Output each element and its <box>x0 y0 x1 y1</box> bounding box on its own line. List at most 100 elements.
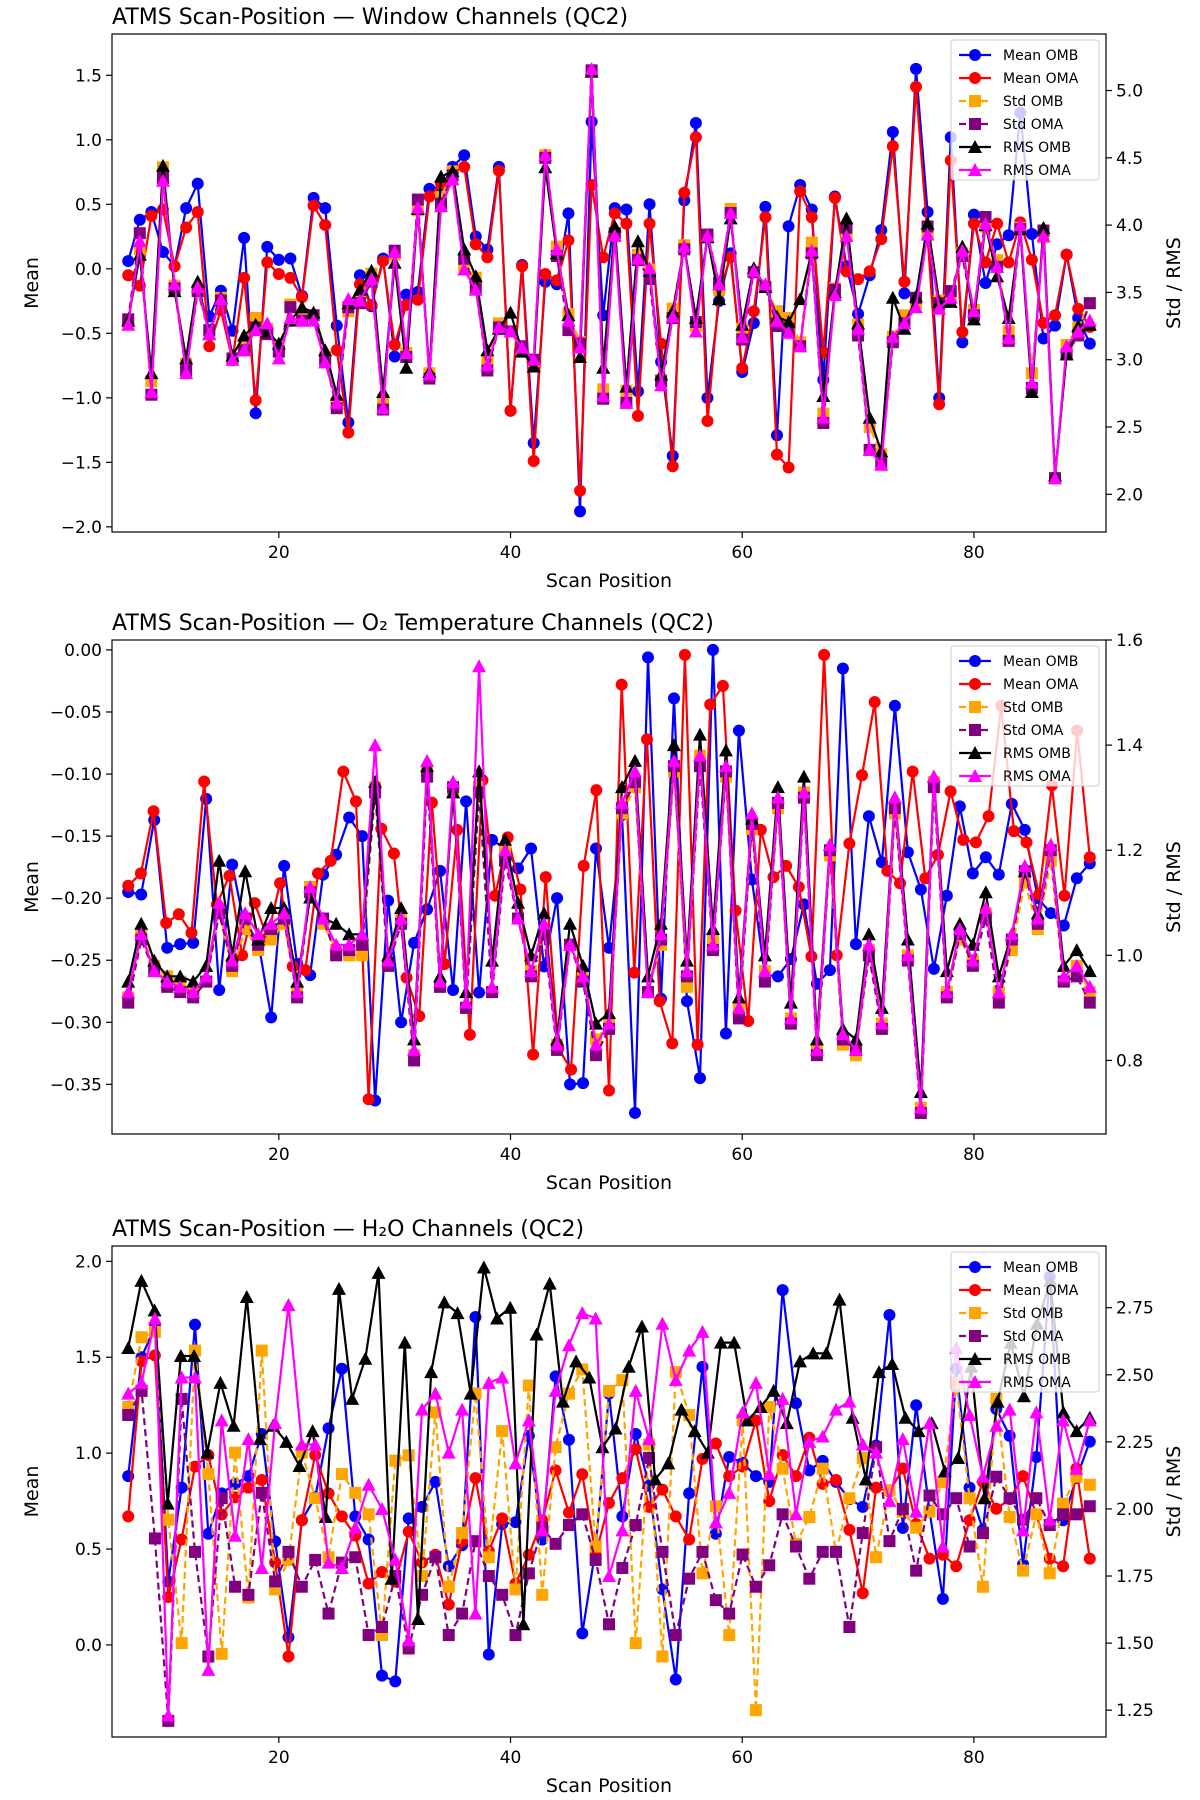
data-point <box>975 1469 990 1483</box>
data-point <box>469 1472 482 1485</box>
data-point <box>356 949 369 962</box>
y-tick-label: 0.5 <box>75 1540 102 1560</box>
y-tick-label: −0.25 <box>50 951 102 971</box>
data-point <box>630 251 645 265</box>
data-point <box>843 837 856 850</box>
data-point <box>509 1629 522 1642</box>
y2-tick-label: 1.75 <box>1116 1567 1154 1587</box>
legend-label: Mean OMB <box>1003 1260 1078 1276</box>
y-tick-label: −0.30 <box>50 1013 102 1033</box>
data-point <box>802 1434 817 1448</box>
data-point <box>1069 943 1084 957</box>
data-point <box>614 780 629 794</box>
data-point <box>885 329 900 343</box>
data-point <box>910 1564 923 1577</box>
data-point <box>330 344 343 357</box>
data-point <box>740 1413 755 1427</box>
data-point <box>796 785 811 799</box>
data-point <box>269 1556 282 1569</box>
data-point <box>375 1669 388 1682</box>
data-point <box>771 970 784 983</box>
data-point <box>248 323 263 337</box>
data-point <box>631 409 644 422</box>
data-point <box>680 980 693 993</box>
data-point <box>678 186 691 199</box>
data-point <box>437 1295 452 1309</box>
data-point <box>668 1373 683 1387</box>
data-point <box>940 889 953 902</box>
data-point <box>341 292 356 306</box>
data-point <box>976 1580 989 1593</box>
data-point <box>318 355 333 369</box>
data-point <box>265 1011 278 1024</box>
data-point <box>147 1311 162 1325</box>
data-point <box>503 324 518 338</box>
data-point <box>782 461 795 474</box>
data-point <box>640 985 655 999</box>
data-point <box>874 1016 889 1030</box>
data-point <box>460 795 473 808</box>
data-point <box>434 199 449 213</box>
data-point <box>525 842 538 855</box>
data-point <box>147 1303 162 1317</box>
data-point <box>399 345 414 359</box>
data-point <box>843 1523 856 1536</box>
data-point <box>803 1572 816 1585</box>
data-point <box>1083 1478 1096 1491</box>
data-point <box>188 1318 201 1331</box>
data-point <box>828 191 841 204</box>
data-point <box>590 842 603 855</box>
data-point <box>374 1501 389 1515</box>
data-point <box>555 1394 570 1408</box>
data-point <box>238 231 251 244</box>
legend-swatch-marker <box>969 1261 981 1273</box>
data-point <box>294 313 309 327</box>
data-point <box>199 958 214 972</box>
data-point <box>1083 297 1096 310</box>
data-point <box>255 1344 268 1357</box>
data-point <box>909 300 924 314</box>
data-point <box>225 352 240 366</box>
data-point <box>476 1260 491 1274</box>
data-point <box>969 836 982 849</box>
data-point <box>491 320 506 334</box>
data-point <box>691 1038 704 1051</box>
data-point <box>868 696 881 709</box>
data-point <box>705 937 720 951</box>
data-point <box>355 927 370 941</box>
data-point <box>1024 375 1039 389</box>
data-point <box>775 1391 790 1405</box>
legend-swatch-marker <box>969 95 981 107</box>
data-point <box>992 868 1005 881</box>
series-std-oma <box>122 1384 1096 1727</box>
data-point <box>602 1569 616 1583</box>
data-point <box>848 1042 863 1056</box>
data-point <box>272 253 285 266</box>
data-point <box>421 903 434 916</box>
data-point <box>757 964 772 978</box>
data-point <box>562 1519 575 1532</box>
data-point <box>875 233 888 246</box>
y2-axis-label: Std / RMS <box>1163 237 1185 329</box>
data-point <box>562 234 575 247</box>
data-point <box>683 1487 696 1500</box>
data-point <box>524 964 539 978</box>
data-point <box>356 938 369 951</box>
data-point <box>569 1354 584 1368</box>
data-point <box>861 927 876 941</box>
data-point <box>1017 1470 1030 1483</box>
data-point <box>781 325 796 339</box>
data-point <box>361 1477 376 1491</box>
data-point <box>134 1375 149 1389</box>
legend-swatch-marker <box>969 701 981 713</box>
data-point <box>521 1413 536 1427</box>
data-point <box>416 1570 429 1583</box>
data-point <box>1030 1492 1043 1505</box>
y2-tick-label: 5.0 <box>1116 82 1143 102</box>
data-point <box>582 1370 597 1384</box>
data-point <box>269 1575 282 1588</box>
data-point <box>842 1394 857 1408</box>
data-point <box>863 265 876 278</box>
data-point <box>241 1432 256 1446</box>
x-axis-label: Scan Position <box>546 570 672 592</box>
